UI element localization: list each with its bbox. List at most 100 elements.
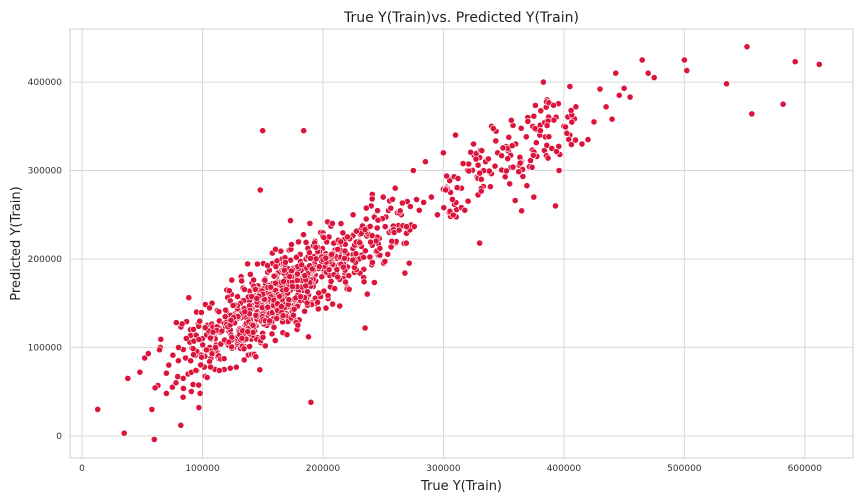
scatter-point [506,180,514,188]
scatter-point [499,144,507,152]
scatter-point [446,177,454,184]
scatter-point [182,334,190,342]
scatter-point [402,239,410,247]
scatter-point [314,298,321,306]
scatter-point [212,344,219,351]
scatter-point [381,257,389,265]
scatter-point [420,198,428,206]
scatter-point [251,285,259,293]
scatter-point [349,211,357,219]
scatter-point [507,116,515,124]
scatter-point [289,311,297,319]
scatter-point [179,393,187,401]
scatter-point [572,136,579,144]
scatter-point [288,241,295,248]
scatter-point [511,197,519,204]
scatter-point [307,254,314,262]
scatter-point [608,115,616,123]
scatter-point [261,342,269,350]
scatter-point [178,320,186,328]
scatter-point [229,302,237,309]
scatter-point [596,85,604,93]
x-tick-label: 500000 [667,464,702,474]
data-points [94,43,823,443]
scatter-point [509,163,517,171]
scatter-point [361,247,369,255]
scatter-point [244,260,251,268]
y-tick-label: 100000 [28,343,63,353]
scatter-point [279,312,287,320]
scatter-point [405,259,413,267]
scatter-point [272,245,279,253]
scatter-point [293,276,301,284]
scatter-point [410,223,418,230]
scatter-point [273,315,281,322]
scatter-point [241,286,248,293]
scatter-point [199,341,207,349]
scatter-point [201,324,209,332]
scatter-point [584,136,592,143]
scatter-point [241,308,249,316]
scatter-point [532,102,539,109]
scatter-point [250,276,257,284]
scatter-point [518,207,525,215]
scatter-point [373,224,381,232]
scatter-point [748,110,756,118]
scatter-point [590,118,598,126]
scatter-point [519,173,527,180]
scatter-point [474,161,482,169]
scatter-point [602,103,610,111]
scatter-point [209,328,217,336]
scatter-point [368,195,376,203]
scatter-point [568,141,575,148]
scatter-point [336,302,344,310]
scatter-point [264,303,272,311]
scatter-point [544,154,552,162]
scatter-point [208,350,216,358]
scatter-point [315,263,323,270]
scatter-point [312,255,320,263]
scatter-point [203,374,211,381]
scatter-point [280,266,288,274]
scatter-point [141,354,149,362]
scatter-point [253,295,261,302]
x-tick-label: 200000 [306,464,341,474]
y-tick-label: 300000 [28,167,63,177]
scatter-point [650,74,658,81]
scatter-point [221,313,229,321]
scatter-point [492,137,500,145]
scatter-point [415,206,423,214]
scatter-point [543,122,551,129]
scatter-point [252,353,260,361]
scatter-point [478,147,486,154]
scatter-point [638,56,646,64]
scatter-point [555,167,563,174]
scatter-point [196,317,204,325]
scatter-point [187,357,195,365]
scatter-point [381,223,389,230]
scatter-point [150,435,158,443]
scatter-point [151,384,159,392]
scatter-point [352,227,360,235]
scatter-point [197,361,205,369]
scatter-point [226,364,234,372]
scatter-point [227,316,235,324]
scatter-point [356,239,364,247]
chart-title: True Y(Train)vs. Predicted Y(Train) [343,10,579,26]
scatter-point [297,293,304,300]
scatter-point [198,353,205,361]
scatter-point [328,250,335,258]
scatter-point [283,331,291,339]
scatter-point [486,183,494,191]
scatter-point [222,306,229,314]
scatter-point [374,207,381,214]
scatter-point [339,263,347,271]
scatter-point [459,160,467,167]
scatter-point [175,344,182,351]
scatter-point [537,127,544,135]
scatter-point [253,260,261,268]
scatter-point [516,159,524,167]
scatter-point [464,197,472,205]
scatter-point [162,369,170,377]
